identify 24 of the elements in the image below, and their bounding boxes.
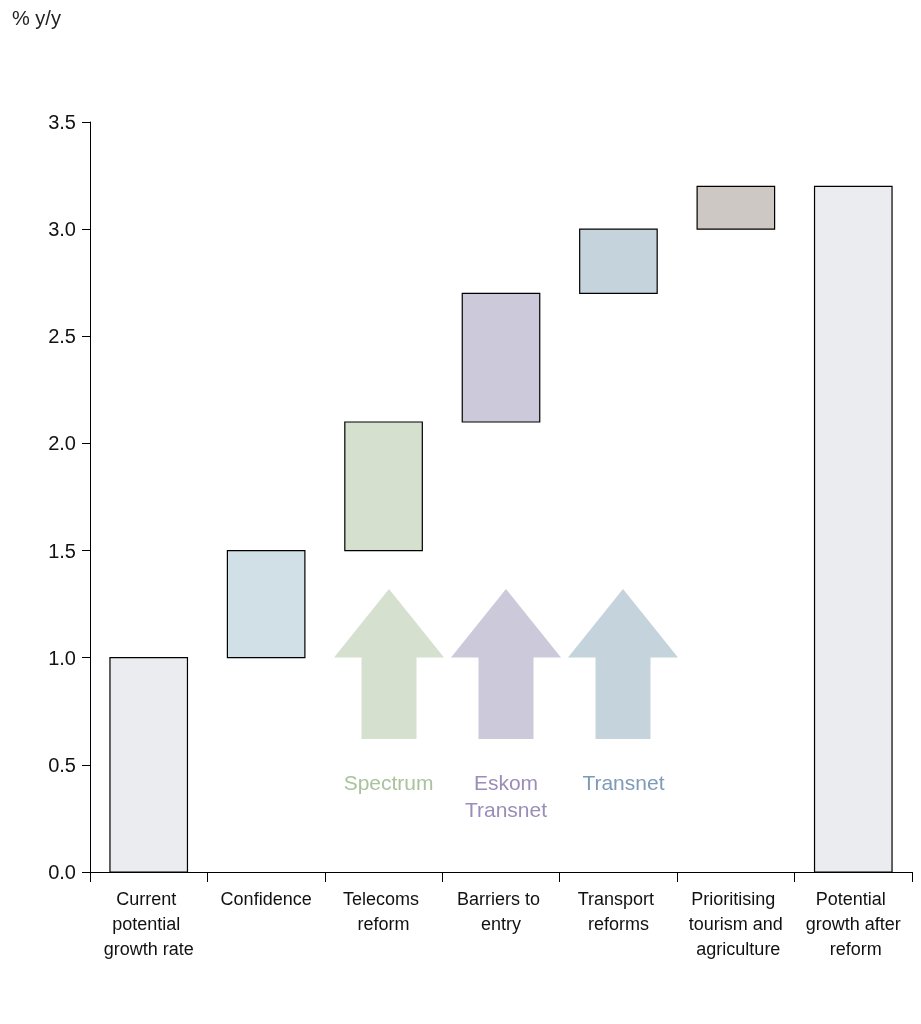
y-tick-label: 0.5 [48, 753, 76, 776]
y-tick-label: 1.5 [48, 539, 76, 562]
bar [579, 228, 658, 295]
y-tick-label: 3.0 [48, 218, 76, 241]
y-tick-label: 2.5 [48, 325, 76, 348]
x-tick-label: Confidence [220, 888, 312, 909]
x-tick-label: Transport reforms [577, 888, 660, 934]
bar [226, 549, 306, 659]
x-tick-label: Current potential growth rate [103, 888, 194, 959]
x-tick-label: Barriers to entry [456, 888, 546, 934]
annotation: Spectrum [342, 770, 435, 797]
x-tick-label: Potential growth after reform [805, 888, 901, 959]
y-tick-label: 0.0 [48, 861, 76, 883]
y-tick-label: 1.0 [48, 646, 76, 669]
x-tick-label: Telecoms reform [343, 888, 425, 934]
bar [696, 185, 776, 230]
x-tick-label: Prioritising tourism and agriculture [688, 888, 783, 959]
bar [461, 292, 541, 423]
y-axis-title: % y/y [12, 7, 61, 29]
annotation: Eskom Transnet [463, 770, 549, 824]
bar [344, 421, 423, 552]
annotation: Transnet [581, 770, 666, 797]
y-tick-label: 3.5 [48, 111, 76, 133]
y-tick-label: 2.0 [48, 432, 76, 455]
